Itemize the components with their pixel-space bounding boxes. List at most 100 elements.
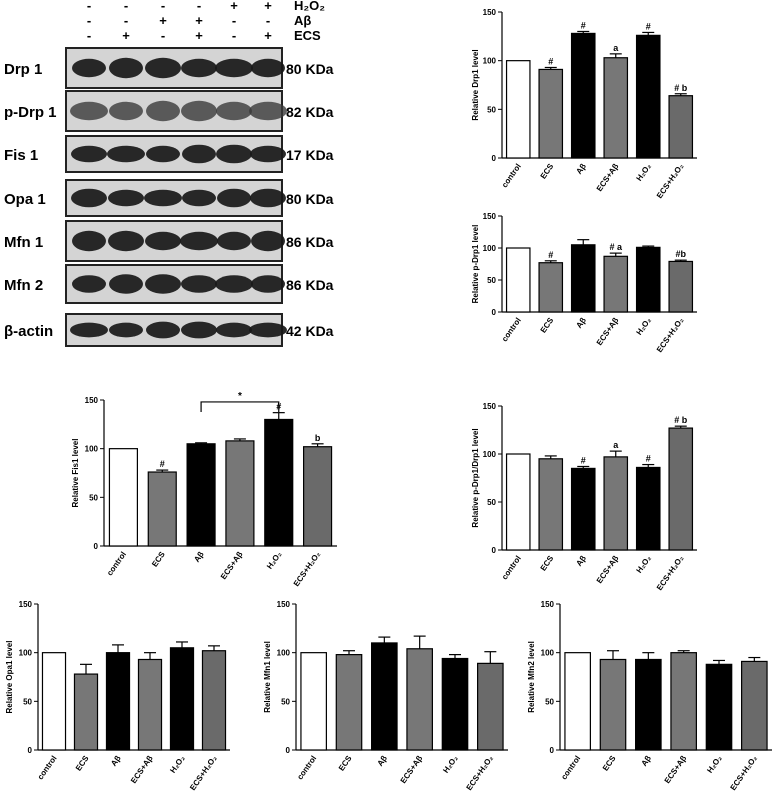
molecular-weight-label: 82 KDa (286, 104, 334, 120)
category-label: H₂O₂ (635, 554, 654, 575)
treatment-sign: + (159, 13, 167, 28)
y-axis-label: Relative p-Drp1/Drp1 level (471, 428, 480, 527)
y-tick-label: 150 (19, 600, 33, 609)
significance-marker: # b (674, 415, 688, 425)
blot-band (145, 231, 181, 251)
category-label: control (105, 550, 128, 577)
y-tick-label: 100 (85, 445, 99, 454)
category-label: Aβ (375, 754, 389, 768)
bar (41, 652, 67, 751)
significance-marker: b (315, 433, 321, 443)
blot-band (145, 57, 181, 79)
y-axis-label: Relative Drp1 level (471, 49, 480, 120)
bar (635, 246, 661, 313)
treatment-sign: + (195, 13, 203, 28)
y-tick-label: 0 (94, 542, 99, 551)
blot-band (181, 58, 217, 78)
category-label: H₂O₂ (441, 754, 460, 775)
molecular-weight-label: 80 KDa (286, 191, 334, 207)
category-label: ECS+H₂O₂ (655, 554, 686, 592)
bar (108, 448, 138, 547)
bar (137, 658, 163, 751)
significance-marker: a (613, 440, 619, 450)
bar (303, 446, 333, 547)
treatment-sign: - (266, 13, 270, 28)
category-label: H₂O₂ (168, 754, 187, 775)
treatment-sign: - (161, 0, 165, 13)
significance-marker: # (581, 455, 586, 465)
category-label: ECS (337, 753, 354, 772)
protein-label: β-actin (4, 323, 53, 340)
blot-band (217, 188, 251, 208)
blot-band (146, 145, 180, 163)
y-tick-label: 50 (487, 276, 496, 285)
blot-band (72, 230, 106, 252)
bar (599, 658, 627, 751)
treatment-sign: - (197, 0, 201, 13)
category-label: ECS+Aβ (595, 316, 621, 347)
y-axis-label: Relative Mfn2 level (527, 641, 536, 713)
category-label: ECS+H₂O₂ (188, 754, 219, 792)
treatment-sign: - (232, 28, 236, 43)
mfn2-bar-chart: 0 50 100 150 Relative Mfn2 level control ECS Aβ… (527, 600, 772, 792)
blot-band (182, 189, 216, 207)
bar (186, 443, 216, 547)
significance-marker: #b (675, 249, 686, 259)
protein-label: p-Drp 1 (4, 104, 57, 121)
bar (264, 418, 294, 547)
bar (668, 95, 694, 159)
category-label: H₂O₂ (705, 754, 724, 775)
significance-marker: # b (674, 83, 688, 93)
bar (603, 255, 629, 313)
bar (105, 652, 131, 751)
category-label: ECS+Aβ (399, 754, 425, 785)
molecular-weight-label: 80 KDa (286, 61, 334, 77)
bar (505, 60, 531, 159)
blot-band (146, 321, 180, 339)
significance-marker: # (581, 20, 586, 30)
y-axis-label: Relative Opa1 level (5, 641, 14, 714)
blot-band (108, 189, 144, 207)
treatment-sign: - (161, 28, 165, 43)
y-axis-label: Relative p-Drp1 level (471, 225, 480, 304)
blot-band (251, 275, 285, 293)
y-tick-label: 150 (85, 396, 99, 405)
y-tick-label: 0 (28, 746, 33, 755)
category-label: control (36, 754, 59, 781)
y-tick-label: 150 (483, 8, 497, 17)
blot-band (249, 101, 287, 121)
significance-marker: # (548, 250, 553, 260)
category-label: ECS+Aβ (129, 754, 155, 785)
blot-band (72, 275, 106, 293)
category-label: ECS (539, 553, 556, 572)
y-tick-label: 50 (487, 498, 496, 507)
category-label: ECS+H₂O₂ (729, 754, 760, 792)
significance-marker: # a (609, 242, 623, 252)
bar (477, 662, 504, 751)
category-label: ECS+Aβ (663, 754, 689, 785)
bar (505, 453, 531, 551)
blot-band (109, 322, 143, 338)
significance-marker: # (548, 56, 553, 66)
blot-band (181, 321, 217, 339)
blot-band (215, 275, 253, 293)
blot-band (109, 101, 143, 121)
y-axis-label: Relative Mfn1 level (263, 641, 272, 713)
bar (371, 642, 398, 751)
category-label: H₂O₂ (635, 316, 654, 337)
y-tick-label: 100 (277, 649, 291, 658)
category-label: ECS+Aβ (595, 162, 621, 193)
treatment-label: Aβ (294, 13, 311, 28)
bar (741, 660, 768, 751)
drp1-bar-chart: 0 50 100 150 Relative Drp1 level control # ECS #… (471, 8, 697, 200)
blot-band (70, 101, 108, 121)
category-label: Aβ (574, 554, 588, 568)
blot-band (145, 274, 181, 294)
bar (570, 467, 596, 551)
blot-band (216, 144, 252, 164)
y-tick-label: 0 (492, 546, 497, 555)
blot-band (216, 101, 252, 121)
bar (668, 427, 694, 551)
category-label: ECS+H₂O₂ (292, 550, 323, 588)
molecular-weight-label: 86 KDa (286, 277, 334, 293)
